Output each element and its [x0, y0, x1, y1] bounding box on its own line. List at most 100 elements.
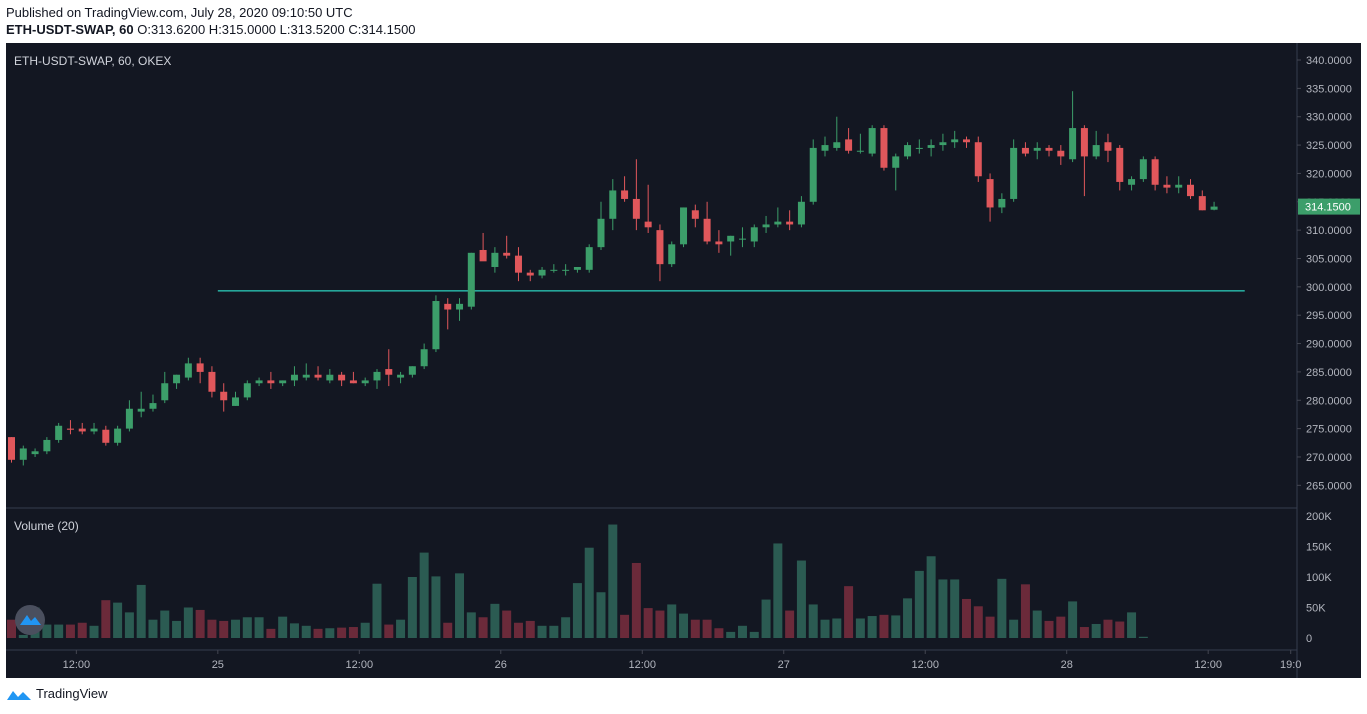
volume-bar — [1138, 636, 1148, 638]
candle-body — [526, 272, 534, 276]
candle — [491, 247, 499, 273]
volume-bar — [231, 619, 241, 638]
volume-bar — [844, 586, 854, 638]
candle-body — [397, 374, 405, 378]
candle-body — [845, 139, 853, 151]
volume-bar — [867, 616, 877, 638]
candle — [19, 445, 27, 466]
volume-title: Volume (20) — [14, 519, 79, 533]
time-tick-label: 25 — [212, 659, 224, 671]
candle-body — [479, 249, 487, 262]
candle-body — [432, 301, 440, 350]
candle-body — [585, 247, 593, 270]
candle-body — [632, 198, 640, 219]
volume-bar — [42, 624, 52, 638]
candle-body — [114, 428, 122, 443]
candle — [1033, 142, 1041, 160]
footer-brand: TradingView — [36, 686, 108, 701]
candle — [1210, 201, 1218, 211]
volume-bar — [961, 598, 971, 638]
price-tick-label: 295.0000 — [1306, 310, 1352, 322]
candle-body — [715, 241, 723, 245]
volume-bar — [396, 619, 406, 638]
candle-body — [78, 428, 86, 432]
volume-bar — [749, 631, 759, 638]
candle — [715, 230, 723, 253]
candle — [750, 224, 758, 248]
volume-bar — [891, 615, 901, 638]
candle-body — [750, 227, 758, 242]
volume-bar — [1127, 612, 1137, 638]
candle — [703, 201, 711, 245]
candle — [986, 173, 994, 222]
volume-bar — [702, 619, 712, 638]
candle-body — [986, 179, 994, 208]
candle — [349, 371, 357, 384]
candle — [856, 133, 864, 154]
volume-bar — [690, 619, 700, 638]
candle-body — [255, 380, 263, 384]
candle-body — [1198, 196, 1206, 211]
candle-body — [149, 403, 157, 409]
candle — [503, 235, 511, 259]
candle-body — [904, 145, 912, 157]
volume-bar — [89, 625, 99, 638]
candle-body — [302, 374, 310, 378]
volume-bar — [985, 616, 995, 638]
volume-bar — [525, 620, 535, 638]
candle — [314, 366, 322, 381]
candle-body — [1175, 184, 1183, 188]
volume-bar — [254, 617, 264, 638]
candle — [951, 130, 959, 148]
time-tick-label: 27 — [778, 659, 790, 671]
candle-body — [314, 374, 322, 378]
candle-body — [90, 428, 98, 432]
volume-bar — [808, 604, 818, 638]
volume-bar — [1115, 621, 1125, 638]
volume-bar — [1056, 616, 1066, 638]
time-tick-label: 12:00 — [1194, 659, 1222, 671]
volume-bar — [655, 610, 665, 638]
price-tick-label: 335.0000 — [1306, 83, 1352, 95]
candle-body — [1104, 142, 1112, 151]
time-tick-label: 12:00 — [911, 659, 939, 671]
candle-body — [656, 230, 664, 265]
volume-bar — [77, 622, 87, 638]
footer[interactable]: TradingView — [6, 686, 108, 701]
tradingview-logo-badge[interactable] — [15, 605, 45, 635]
last-price-tag — [1298, 198, 1360, 215]
candle-body — [609, 190, 617, 219]
volume-tick-label: 150K — [1306, 542, 1332, 554]
candle-body — [161, 383, 169, 401]
time-tick-label: 26 — [495, 659, 507, 671]
candle-body — [762, 224, 770, 228]
candle — [420, 343, 428, 370]
candle-body — [927, 145, 935, 148]
candle — [232, 391, 240, 406]
candle-body — [774, 221, 782, 225]
candle — [915, 139, 923, 154]
candle-body — [514, 255, 522, 273]
candle-body — [361, 380, 369, 384]
candle — [821, 136, 829, 157]
candle — [621, 176, 629, 202]
volume-bar — [1103, 619, 1113, 638]
symbol-label: ETH-USDT-SWAP, 60 — [6, 22, 134, 37]
volume-bar — [407, 577, 417, 638]
volume-bar — [737, 625, 747, 638]
candle-body — [703, 218, 711, 242]
candle-body — [1033, 147, 1041, 151]
candle-body — [691, 210, 699, 219]
volume-bar — [643, 608, 653, 638]
candle — [114, 425, 122, 446]
candle — [786, 210, 794, 231]
price-tick-label: 285.0000 — [1306, 367, 1352, 379]
volume-bar — [584, 547, 594, 638]
candle-body — [491, 252, 499, 267]
candle — [137, 391, 145, 418]
candle — [1163, 176, 1171, 194]
volume-bar — [348, 627, 358, 638]
time-tick-label: 12:00 — [346, 659, 374, 671]
candle — [691, 204, 699, 228]
